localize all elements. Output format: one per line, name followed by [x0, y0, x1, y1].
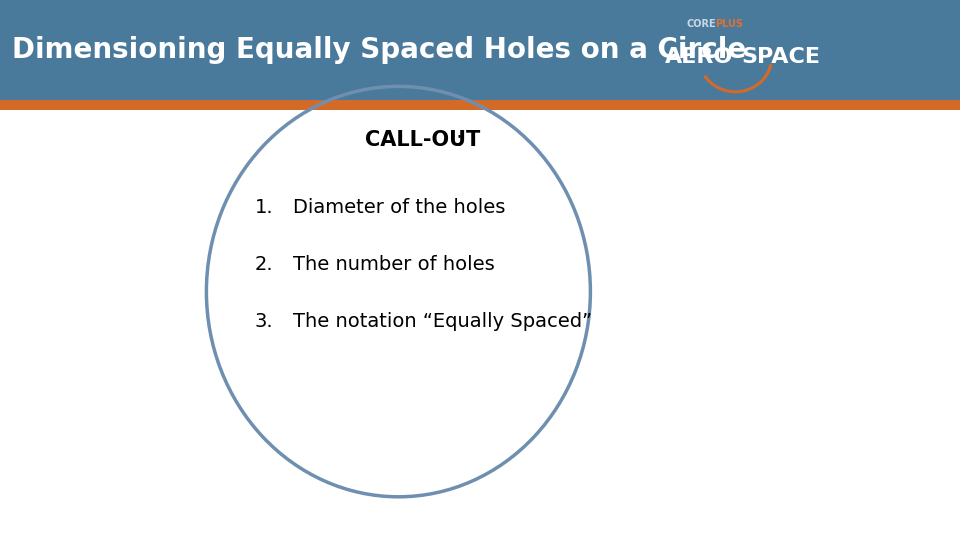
Text: 3.: 3.: [254, 312, 273, 331]
Text: The notation “Equally Spaced”: The notation “Equally Spaced”: [293, 312, 592, 331]
Text: Dimensioning Equally Spaced Holes on a Circle: Dimensioning Equally Spaced Holes on a C…: [12, 36, 746, 64]
Bar: [0, 0, 960, 100]
Text: CALL-OUT: CALL-OUT: [365, 130, 480, 151]
Text: PLUS: PLUS: [715, 19, 743, 29]
Text: The number of holes: The number of holes: [293, 255, 494, 274]
Text: 2.: 2.: [254, 255, 273, 274]
Text: CORE: CORE: [686, 19, 716, 29]
Text: AERO: AERO: [665, 46, 733, 67]
Bar: [0, 100, 960, 110]
Text: SPACE: SPACE: [741, 46, 820, 67]
Text: Diameter of the holes: Diameter of the holes: [293, 198, 505, 218]
Text: :: :: [455, 130, 462, 151]
Text: 1.: 1.: [254, 198, 273, 218]
